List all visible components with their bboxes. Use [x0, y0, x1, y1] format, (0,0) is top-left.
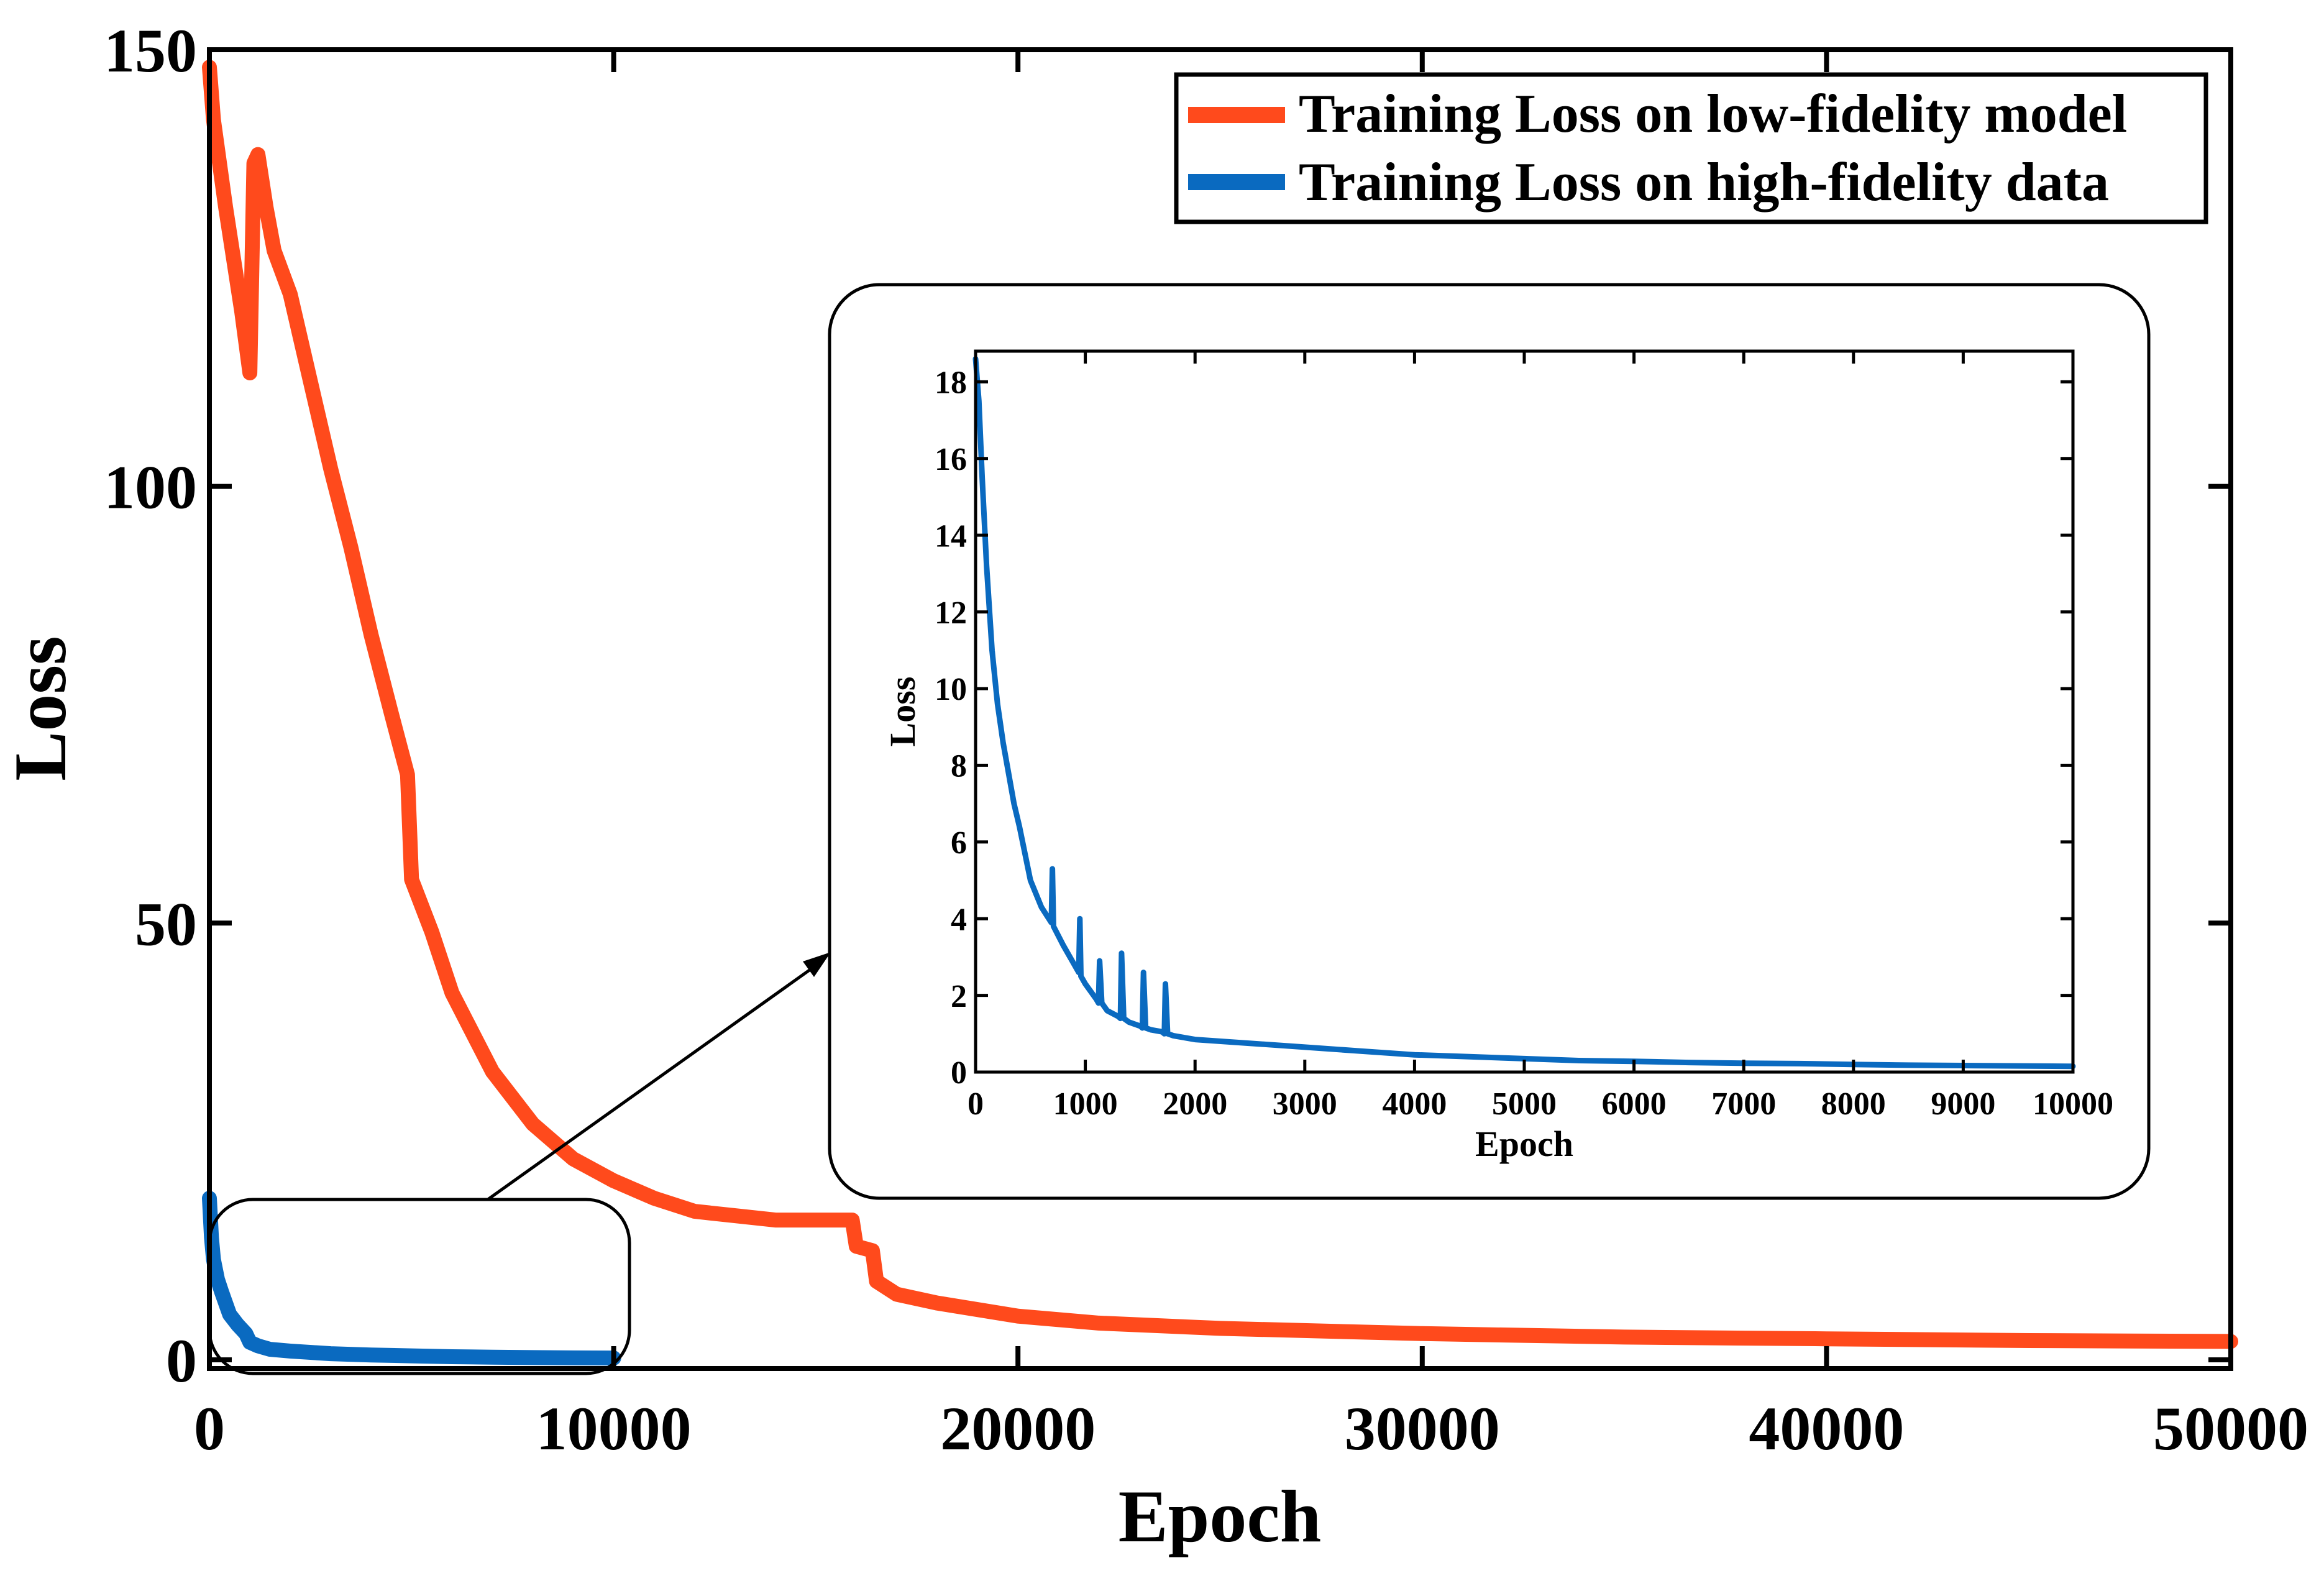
main-x-tick-label: 10000: [536, 1394, 692, 1463]
main-x-axis-label: Epoch: [1119, 1475, 1322, 1557]
inset-x-tick-label: 1000: [1053, 1086, 1118, 1122]
inset-x-tick-label: 4000: [1382, 1086, 1447, 1122]
main-y-tick-label: 100: [104, 453, 197, 522]
legend-label-low-fidelity: Training Loss on low-fidelity model: [1299, 84, 2127, 144]
inset-y-tick-label: 6: [951, 825, 967, 861]
inset-y-tick-label: 10: [935, 672, 967, 707]
inset-y-tick-label: 0: [951, 1055, 967, 1091]
inset-y-axis-label: Loss: [882, 677, 923, 747]
inset-x-tick-label: 0: [968, 1086, 984, 1122]
inset-y-tick-label: 4: [951, 902, 967, 937]
zoom-arrow-line: [487, 958, 825, 1201]
main-series-line-high-fidelity: [202, 1191, 621, 1366]
main-series-line-low-fidelity: [202, 60, 2238, 1349]
inset-y-tick-label: 14: [935, 518, 967, 554]
main-y-tick-label: 50: [135, 889, 197, 958]
main-x-tick-label: 30000: [1345, 1394, 1500, 1463]
main-x-tick-label: 20000: [940, 1394, 1096, 1463]
inset-x-tick-label: 6000: [1602, 1086, 1667, 1122]
zoom-highlight-box: [208, 1198, 631, 1375]
main-y-axis-label: Loss: [0, 636, 81, 781]
inset-y-tick-label: 16: [935, 442, 967, 477]
inset-x-tick-label: 7000: [1711, 1086, 1776, 1122]
zoom-arrow-head: [803, 952, 831, 977]
inset-x-tick-label: 2000: [1163, 1086, 1227, 1122]
legend: Training Loss on low-fidelity model Trai…: [1174, 72, 2208, 224]
inset-plot: 0 1000 2000 3000 4000 5000 6000 7000 8000 9000 100…: [828, 283, 2151, 1200]
inset-x-axis-label: Epoch: [1475, 1124, 1573, 1164]
inset-y-tick-label: 18: [935, 365, 967, 401]
main-y-tick-label: 150: [104, 16, 197, 85]
inset-y-tick-label: 2: [951, 979, 967, 1014]
inset-x-tick-label: 9000: [1931, 1086, 1995, 1122]
main-x-tick-label: 50000: [2153, 1394, 2308, 1463]
inset-rounded-panel: [828, 283, 2151, 1200]
inset-x-tick-label: 5000: [1492, 1086, 1557, 1122]
legend-box: [1174, 72, 2208, 224]
main-x-tick-label: 0: [194, 1394, 225, 1463]
inset-series-line-high-fidelity: [972, 355, 2076, 1070]
main-x-tick-label: 40000: [1749, 1394, 1904, 1463]
main-axes-frame: [207, 47, 2233, 1371]
main-y-tick-label: 0: [166, 1326, 197, 1395]
inset-y-tick-label: 8: [951, 749, 967, 784]
inset-x-tick-label: 10000: [2033, 1086, 2113, 1122]
legend-label-high-fidelity: Training Loss on high-fidelity data: [1299, 152, 2109, 213]
inset-x-tick-label: 8000: [1821, 1086, 1886, 1122]
inset-x-tick-label: 3000: [1273, 1086, 1337, 1122]
inset-y-tick-label: 12: [935, 595, 967, 631]
